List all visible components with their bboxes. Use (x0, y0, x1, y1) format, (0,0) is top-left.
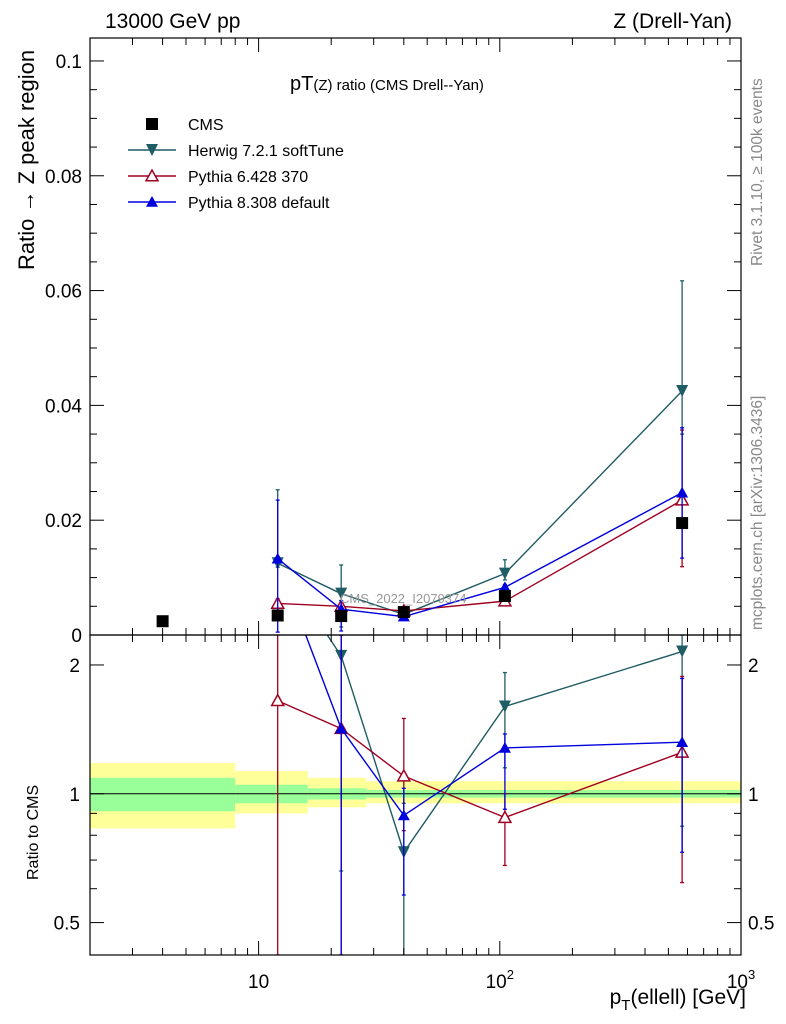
series-0-point (397, 606, 410, 619)
main-y-tick-label: 0.1 (56, 52, 82, 73)
header-left: 13000 GeV pp (105, 10, 240, 33)
series-1-point (676, 385, 689, 398)
series-2-ratio-point (270, 693, 285, 707)
legend: CMS Herwig 7.2.1 softTune Pythia 6.428 370… (128, 117, 344, 212)
legend-marker (144, 168, 160, 182)
series-3-ratio-point (397, 809, 410, 821)
axes: 10 102 103 0 0.02 0.04 0.06 0.08 0.1 0.5 0.5 1 1 2 2 (45, 37, 774, 993)
xlabel-main: p (610, 986, 622, 1009)
series-0-point (156, 615, 169, 628)
main-y-tick-label: 0.02 (45, 511, 82, 532)
series-3-line (277, 492, 683, 618)
series-1-point (498, 567, 511, 580)
main-y-tick-label: 0.04 (45, 396, 82, 417)
ratio-band-inner (90, 777, 236, 812)
ratio-plot-area (270, 635, 690, 955)
series-1-ratio-point (498, 700, 511, 713)
series-1-point (335, 587, 348, 600)
ratio-y-tick-label-right: 0.5 (748, 914, 774, 935)
title-sub: (Z) (313, 77, 332, 94)
x-axis-label: pT(ellell) [GeV] (610, 986, 746, 1014)
xlabel-sub: T (621, 997, 630, 1014)
series-3-point (676, 486, 689, 498)
title-main: pT (290, 73, 313, 95)
header-right: Z (Drell-Yan) (613, 10, 732, 33)
main-ylabel: Ratio → Z peak region (14, 50, 39, 270)
main-y-tick-label: 0 (71, 626, 82, 647)
main-y-tick-label: 0.06 (45, 282, 82, 303)
series-2-ratio-point (396, 768, 412, 782)
series-1-ratio-point (676, 645, 689, 658)
watermark: CMS_2022_I2079374 (340, 591, 467, 606)
legend-marker (146, 196, 158, 207)
series-3-ratio-point (498, 741, 511, 753)
chart-title: pT(Z) ratio (CMS Drell--Yan) (290, 73, 484, 95)
mcplots-label: mcplots.cern.ch [arXiv:1306.3436] (749, 396, 766, 630)
ratio-y-tick-label-left: 0.5 (54, 914, 80, 935)
ratio-ylabel: Ratio to CMS (25, 785, 42, 880)
series-3-point (498, 581, 511, 593)
ratio-y-tick-label-right: 2 (748, 656, 759, 677)
ratio-uncertainty-bands (90, 763, 741, 829)
series-0-point (498, 589, 511, 602)
rivet-label: Rivet 3.1.10, ≥ 100k events (749, 78, 766, 266)
series-3-ratio-line (304, 635, 683, 817)
series-0-point (335, 610, 348, 623)
series-3-point (271, 552, 284, 564)
main-y-tick-label: 0.08 (45, 167, 82, 188)
series-1-line (277, 390, 683, 616)
legend-label: Pythia 6.428 370 (188, 169, 308, 186)
series-3-ratio-point (335, 722, 348, 734)
x-tick-label: 102 (486, 967, 514, 993)
legend-marker (146, 118, 158, 130)
ratio-y-tick-label-right: 1 (748, 785, 759, 806)
legend-label: CMS (188, 117, 224, 134)
x-tick-label: 103 (727, 967, 755, 993)
series-0-point (271, 609, 284, 622)
xlabel-rest: (ellell) [GeV] (630, 986, 746, 1009)
ratio-frame (89, 634, 742, 956)
legend-label: Herwig 7.2.1 softTune (188, 143, 344, 160)
series-2-ratio-point (497, 809, 513, 824)
title-rest: ratio (CMS Drell--Yan) (333, 77, 484, 94)
series-3-ratio-point (676, 736, 689, 747)
ratio-y-tick-label-left: 2 (69, 656, 80, 677)
legend-label: Pythia 8.308 default (188, 195, 330, 212)
series-0-point (676, 517, 689, 530)
ratio-y-tick-label-left: 1 (69, 785, 80, 806)
x-tick-label: 10 (248, 972, 269, 993)
main-plot-area (156, 280, 690, 633)
legend-marker (146, 144, 158, 156)
